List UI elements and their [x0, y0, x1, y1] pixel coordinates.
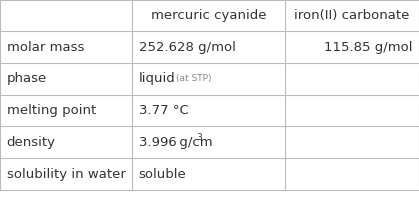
Text: 115.85 g/mol: 115.85 g/mol	[324, 41, 412, 54]
Text: melting point: melting point	[7, 104, 96, 117]
Text: solubility in water: solubility in water	[7, 167, 126, 181]
Text: iron(II) carbonate: iron(II) carbonate	[294, 9, 410, 22]
Text: 3.77 °C: 3.77 °C	[139, 104, 189, 117]
Text: 252.628 g/mol: 252.628 g/mol	[139, 41, 235, 54]
Text: liquid: liquid	[139, 72, 176, 85]
Text: phase: phase	[7, 72, 47, 85]
Text: density: density	[7, 136, 56, 149]
Text: 3: 3	[197, 133, 202, 142]
Text: mercuric cyanide: mercuric cyanide	[151, 9, 266, 22]
Text: soluble: soluble	[139, 167, 186, 181]
Text: (at STP): (at STP)	[176, 74, 211, 83]
Text: 3.996 g/cm: 3.996 g/cm	[139, 136, 212, 149]
Text: molar mass: molar mass	[7, 41, 84, 54]
